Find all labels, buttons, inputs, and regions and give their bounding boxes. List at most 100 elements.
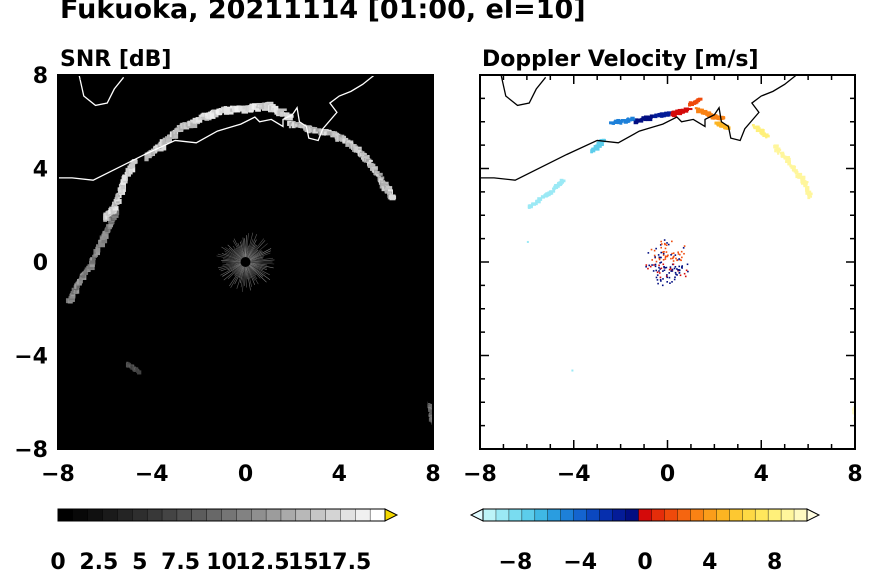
- colorbar-segment: [586, 508, 601, 522]
- velocity-clutter-cell: [660, 280, 662, 282]
- velocity-clutter-cell: [651, 259, 654, 261]
- velocity-clutter-cell: [663, 266, 665, 269]
- velocity-clutter-cell: [660, 261, 663, 264]
- velocity-echo-cell: [788, 161, 791, 165]
- velocity-clutter-cell: [665, 255, 667, 258]
- colorbar-segment: [742, 508, 756, 522]
- velocity-clutter-cell: [663, 250, 665, 253]
- colorbar-segment: [716, 508, 730, 522]
- snr-echo-cell: [207, 112, 211, 119]
- velocity-clutter-cell: [665, 266, 668, 269]
- plot-content: [58, 75, 433, 425]
- colorbar-tick-label: 5: [132, 550, 147, 570]
- velocity-clutter-cell: [680, 259, 682, 262]
- colorbar-segment: [638, 508, 652, 522]
- colorbar-segment: [325, 508, 341, 522]
- velocity-clutter-cell: [666, 242, 668, 244]
- snr-echo-cell: [114, 202, 118, 207]
- colorbar-segment: [664, 508, 678, 522]
- colorbar-segment: [612, 508, 627, 522]
- velocity-clutter-cell: [677, 251, 679, 254]
- velocity-echo-cell: [792, 168, 796, 172]
- velocity-clutter-cell: [645, 264, 648, 266]
- velocity-echo-cell: [797, 173, 802, 177]
- snr-echo-cell: [113, 201, 116, 206]
- velocity-clutter-cell: [666, 255, 669, 258]
- snr-echo-cell: [376, 172, 383, 176]
- plot-content: [480, 75, 860, 424]
- colorbar-tick-label: 0: [637, 550, 652, 570]
- x-tick-label: −4: [557, 462, 591, 487]
- velocity-clutter-cell: [682, 247, 685, 249]
- snr-echo-cell: [390, 195, 397, 200]
- velocity-clutter-cell: [666, 281, 668, 283]
- velocity-clutter-cell: [662, 258, 665, 261]
- velocity-clutter-cell: [664, 243, 666, 246]
- snr-echo-cell: [368, 159, 373, 162]
- snr-echo-cell: [341, 135, 347, 139]
- snr-echo-cell: [157, 143, 162, 149]
- velocity-echo-cell: [807, 192, 813, 196]
- snr-echo-cell: [162, 137, 167, 145]
- velocity-clutter-cell: [670, 270, 672, 272]
- colorbar-segment: [534, 508, 549, 522]
- velocity-echo-cell: [855, 419, 860, 422]
- velocity-clutter-cell: [663, 239, 666, 241]
- snr-echo-cell: [381, 182, 386, 187]
- snr-echo-cell: [300, 124, 304, 129]
- velocity-clutter-cell: [657, 282, 659, 285]
- velocity-echo-cell: [541, 195, 545, 199]
- colorbar-tick-label: 8: [767, 550, 782, 570]
- y-tick-label: −8: [14, 438, 48, 463]
- snr-echo-cell: [230, 105, 233, 109]
- snr-echo-cell: [190, 121, 198, 129]
- velocity-clutter-cell: [665, 244, 668, 247]
- velocity-clutter-cell: [665, 275, 668, 278]
- velocity-clutter-cell: [683, 245, 686, 247]
- snr-echo-cell: [97, 247, 100, 251]
- colorbar-segment: [87, 508, 104, 522]
- snr-echo-cell: [429, 409, 432, 414]
- velocity-echo-cell: [784, 156, 790, 159]
- snr-echo-cell: [74, 288, 77, 294]
- colorbar-segment: [677, 508, 691, 522]
- velocity-echo-cell: [702, 111, 706, 114]
- velocity-echo-cell: [805, 187, 808, 190]
- colorbar-segment: [508, 508, 523, 522]
- velocity-echo-cell: [598, 141, 601, 146]
- panel-doppler: Doppler Velocity [m/s] −8 −4 0 4 8 −8 −4 0 4 8: [463, 47, 863, 570]
- velocity-echo-cell: [657, 112, 660, 117]
- velocity-echo-cell: [599, 142, 604, 146]
- velocity-clutter-cell: [653, 254, 656, 257]
- snr-echo-cell: [130, 365, 134, 369]
- velocity-clutter-cell: [677, 269, 679, 272]
- clutter-ray: [245, 261, 271, 280]
- velocity-clutter-cell: [674, 265, 677, 268]
- velocity-echo-cell: [635, 119, 639, 124]
- colorbar-extend-max: [384, 508, 399, 522]
- velocity-echo-cell: [678, 111, 683, 116]
- snr-echo-cell: [335, 133, 341, 136]
- snr-echo-cell: [80, 274, 83, 278]
- snr-echo-cell: [255, 104, 261, 112]
- snr-echo-cell: [74, 283, 77, 289]
- snr-echo-cell: [287, 115, 294, 118]
- velocity-clutter-cell: [652, 270, 655, 272]
- snr-echo-cell: [130, 162, 135, 169]
- velocity-echo-cell: [774, 148, 777, 153]
- velocity-clutter-cell: [662, 252, 665, 255]
- colorbar-segment: [221, 508, 237, 522]
- velocity-echo-cell: [597, 145, 602, 148]
- snr-echo-cell: [107, 220, 111, 224]
- colorbar-segment: [176, 508, 193, 522]
- velocity-clutter-cell: [668, 272, 671, 274]
- velocity-echo-cell: [694, 107, 698, 110]
- velocity-echo-cell: [805, 190, 808, 194]
- snr-echo-cell: [65, 298, 69, 304]
- velocity-echo-cell: [693, 100, 696, 104]
- snr-echo-cell: [89, 262, 95, 267]
- velocity-clutter-cell: [683, 272, 686, 275]
- velocity-echo-cell: [549, 190, 556, 193]
- velocity-echo-cell: [631, 117, 634, 121]
- snr-echo-cell: [198, 114, 201, 119]
